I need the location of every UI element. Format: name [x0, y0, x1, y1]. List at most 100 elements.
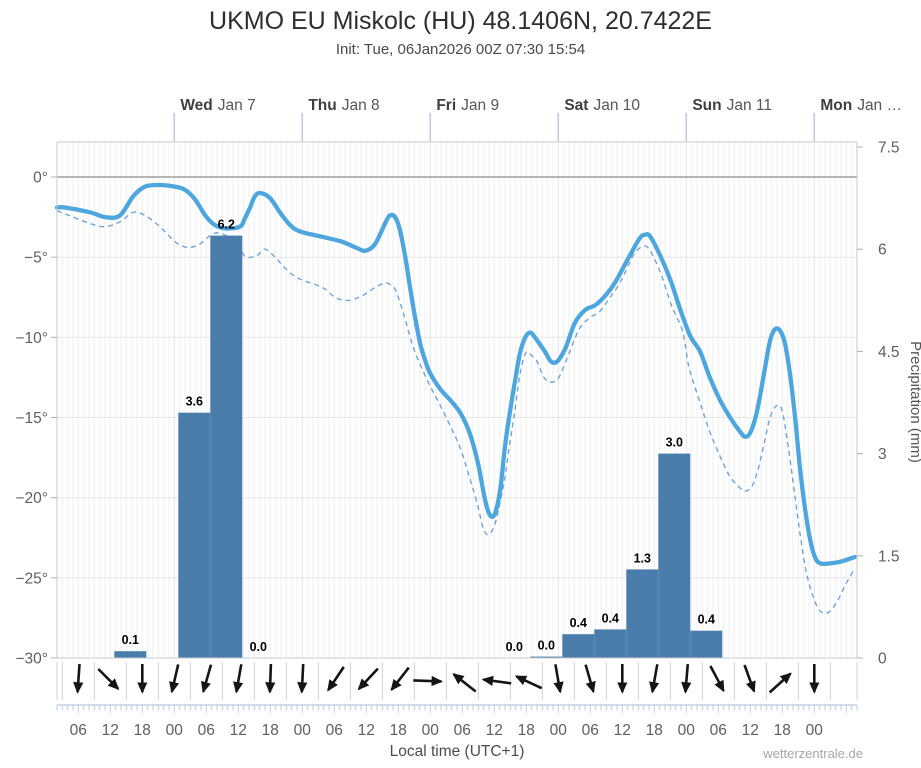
chart-subtitle: Init: Tue, 06Jan2026 00Z 07:30 15:54 [335, 41, 586, 58]
precip-bar [210, 235, 243, 658]
axis-edge-ticks [51, 146, 863, 659]
hour-tick-label: 12 [614, 722, 631, 739]
precip-bar [594, 629, 627, 658]
temperature-curve [54, 182, 858, 567]
wind-arrow [481, 675, 512, 686]
hour-tick-label: 06 [710, 722, 727, 739]
wind-arrow [327, 666, 345, 692]
precip-value-label: 3.0 [666, 436, 683, 450]
precip-bar [562, 634, 595, 658]
precip-value-label: 0.4 [698, 613, 715, 627]
precip-bar [626, 569, 659, 658]
precip-value-label: 0.0 [506, 640, 523, 654]
wind-arrow [649, 664, 660, 694]
wind-arrow [169, 664, 180, 694]
temp-tick-label: −25° [16, 570, 49, 587]
dewpoint-curve [56, 210, 856, 615]
temp-tick-label: 0° [33, 170, 48, 187]
hour-tick-label: 18 [390, 722, 407, 739]
wind-arrow [768, 672, 792, 694]
precip-bar [658, 453, 691, 658]
day-label: Fri Jan 9 [436, 97, 499, 114]
plot-border [56, 141, 858, 659]
hour-tick-label: 12 [102, 722, 119, 739]
wind-arrow [681, 663, 692, 694]
hour-tick-label: 06 [70, 722, 87, 739]
wind-arrow [297, 663, 308, 694]
precip-axis-title: Precipitation (mm) [907, 341, 921, 463]
precip-bar [114, 651, 147, 658]
precip-axis-labels: 0 1.5 3 4.5 6 7.5 Precipitation (mm) [878, 140, 921, 668]
chart-title: UKMO EU Miskolc (HU) 48.1406N, 20.7422E [209, 7, 712, 35]
hour-tick-label: 06 [454, 722, 471, 739]
precip-bar-labels: 0.1 3.6 6.2 0.0 0.0 0.0 0.4 0.4 1.3 3.0 0.4 [122, 218, 715, 654]
precip-value-label: 0.0 [250, 640, 267, 654]
precip-tick-label: 6 [878, 242, 887, 259]
hour-tick-label: 12 [742, 722, 759, 739]
temp-tick-label: −5° [24, 250, 48, 267]
precip-bar [178, 412, 211, 658]
temp-tick-label: −10° [16, 330, 49, 347]
day-label: Mon Jan … [820, 97, 902, 114]
precip-value-label: 0.4 [602, 611, 619, 625]
temp-axis-labels: 0° −5° −10° −15° −20° −25° −30° [16, 170, 49, 668]
hour-tick-label: 06 [582, 722, 599, 739]
precip-bar [690, 630, 723, 658]
wind-arrow [514, 675, 543, 690]
precip-tick-label: 0 [878, 651, 887, 668]
wind-arrow [584, 664, 596, 694]
temp-tick-label: −15° [16, 410, 49, 427]
hour-tick-label: 00 [550, 722, 568, 739]
precip-tick-label: 1.5 [878, 548, 900, 565]
precip-value-label: 1.3 [634, 551, 651, 565]
wind-arrow [709, 665, 725, 693]
temp-tick-label: −20° [16, 490, 49, 507]
wind-arrow [553, 664, 564, 694]
hour-tick-label: 18 [134, 722, 151, 739]
wind-arrow [97, 668, 120, 691]
wind-band [56, 662, 858, 700]
hour-tick-label: 00 [294, 722, 312, 739]
temp-tick-label: −30° [16, 651, 49, 668]
day-label: Wed Jan 7 [180, 97, 255, 114]
day-label: Thu Jan 8 [308, 97, 379, 114]
precip-bars [114, 235, 723, 658]
hour-tick-label: 00 [806, 722, 824, 739]
day-label: Sun Jan 11 [692, 97, 772, 114]
hour-axis: 06 12 18 00 06 12 18 00 06 12 18 00 06 12 18 00 06 12 18 00… [56, 704, 858, 739]
wind-arrow [413, 675, 444, 687]
watermark: wetterzentrale.de [763, 746, 863, 761]
precip-tick-label: 3 [878, 446, 887, 463]
wind-arrow [265, 663, 276, 694]
wind-arrow [452, 673, 477, 693]
hour-tick-label: 12 [230, 722, 247, 739]
hour-tick-label: 06 [326, 722, 343, 739]
hour-tick-label: 00 [166, 722, 184, 739]
hour-tick-label: 12 [358, 722, 375, 739]
wind-arrow [390, 666, 410, 692]
precip-value-label: 6.2 [218, 218, 235, 232]
hour-tick-label: 18 [646, 722, 663, 739]
hour-tick-label: 18 [518, 722, 535, 739]
precip-tick-label: 4.5 [878, 344, 900, 361]
precip-value-label: 3.6 [186, 395, 203, 409]
hour-tick-label: 12 [486, 722, 503, 739]
day-label: Sat Jan 10 [564, 97, 640, 114]
x-axis-title: Local time (UTC+1) [389, 743, 525, 760]
wind-arrow [233, 664, 244, 694]
precip-value-label: 0.1 [122, 633, 139, 647]
wind-arrow [743, 664, 756, 693]
hour-tick-label: 00 [678, 722, 696, 739]
hour-tick-label: 06 [198, 722, 215, 739]
wind-arrow [357, 667, 379, 691]
hour-tick-label: 00 [422, 722, 440, 739]
precip-tick-label: 7.5 [878, 140, 900, 157]
precip-bar [530, 656, 563, 658]
day-labels: Wed Jan 7 Thu Jan 8 Fri Jan 9 Sat Jan 10 Sun Jan … [173, 97, 902, 142]
precip-value-label: 0.0 [538, 639, 555, 653]
precip-value-label: 0.4 [570, 616, 587, 630]
hour-tick-label: 18 [262, 722, 279, 739]
wind-arrow [201, 664, 213, 694]
